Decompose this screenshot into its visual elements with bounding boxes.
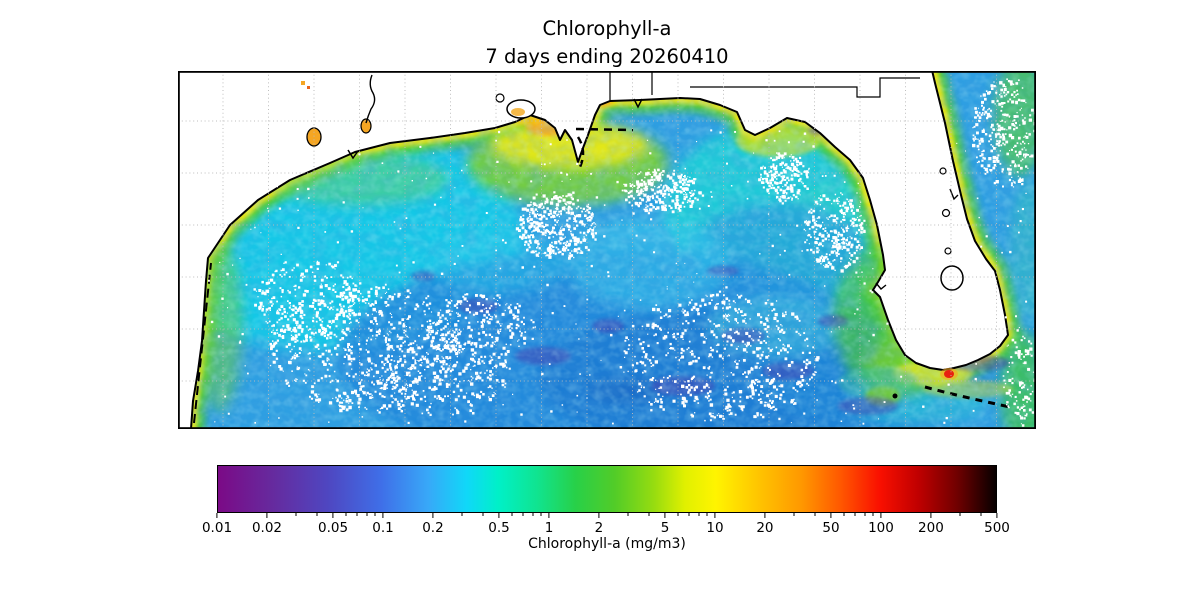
colorbar-tick [332, 513, 334, 518]
colorbar-tick [930, 513, 932, 518]
ocean-field [178, 71, 1036, 429]
colorbar-minor-tick [980, 513, 982, 516]
colorbar-minor-tick [295, 513, 297, 516]
colorbar-tick [216, 513, 218, 518]
colorbar-minor-tick [648, 513, 650, 516]
colorbar-tick [432, 513, 434, 518]
galveston-inlet [347, 149, 359, 160]
colorbar-minor-tick [316, 513, 318, 516]
colorbar-tick [498, 513, 500, 518]
colorbar-minor-tick [864, 513, 866, 516]
colorbar-minor-tick [688, 513, 690, 516]
rivers-and-borders [347, 71, 959, 290]
map-axes [178, 71, 1036, 429]
colorbar-tick-label: 500 [984, 520, 1010, 536]
colorbar-tick [880, 513, 882, 518]
colorbar-minor-tick [814, 513, 816, 516]
colorbar-minor-tick [627, 513, 629, 516]
colorbar-tick [598, 513, 600, 518]
colorbar-tick-label: 2 [594, 520, 604, 536]
colorbar-minor-tick [854, 513, 856, 516]
title-line-1: Chlorophyll-a [542, 17, 672, 40]
cloud-mask [208, 78, 1036, 427]
colorbar-tick-label: 20 [756, 520, 774, 536]
mississippi-sound-islands [575, 127, 634, 132]
colorbar-tick-label: 0.02 [251, 520, 282, 536]
colorbar-tick-label: 200 [918, 520, 944, 536]
colorbar-minor-tick [540, 513, 542, 516]
axes-frame [178, 71, 1036, 429]
colorbar-tick [548, 513, 550, 518]
colorbar-minor-tick [843, 513, 845, 516]
colorbar-tick [764, 513, 766, 518]
colorbar-minor-tick [959, 513, 961, 516]
colorbar-tick [266, 513, 268, 518]
colorbar-minor-tick [356, 513, 358, 516]
cape-canaveral-lagoon [949, 188, 959, 201]
colorbar-minor-tick [793, 513, 795, 516]
colorbar-minor-tick [482, 513, 484, 516]
colorbar-tick-label: 0.1 [372, 520, 394, 536]
figure-title: Chlorophyll-a 7 days ending 20260410 [178, 15, 1036, 71]
colorbar-minor-tick [677, 513, 679, 516]
colorbar-tick-label: 100 [868, 520, 894, 536]
colorbar-tick-label: 0.05 [317, 520, 349, 536]
colorbar-tick-label: 5 [660, 520, 670, 536]
colorbar-ticks: 0.01 0.02 0.05 0.1 0.2 0.5 1 2 5 10 20 50 100 200 500 [202, 513, 1010, 549]
lake-pontchartrain-bloom [511, 108, 525, 116]
latlon-grid [178, 71, 1036, 429]
colorbar-tick-label: 0.5 [488, 520, 510, 536]
colorbar-label: Chlorophyll-a (mg/m3) [528, 536, 686, 552]
colorbar-minor-tick [532, 513, 534, 516]
title-line-2: 7 days ending 20260410 [485, 45, 729, 68]
colorbar-gradient [217, 465, 997, 513]
state-borders [609, 71, 920, 101]
colorbar-tick-label: 10 [706, 520, 724, 536]
colorbar-minor-tick [872, 513, 874, 516]
colorbar-tick [830, 513, 832, 518]
colorbar-minor-tick [366, 513, 368, 516]
gulf-of-mexico-chlorophyll-map [178, 71, 1036, 429]
colorbar-tick-label: 0.01 [201, 520, 233, 536]
colorbar-tick-label: 50 [822, 520, 840, 536]
colorbar-minor-tick [706, 513, 708, 516]
colorbar-minor-tick [345, 513, 347, 516]
colorbar-tick [996, 513, 998, 518]
colorbar-tick [664, 513, 666, 518]
colorbar-minor-tick [698, 513, 700, 516]
colorbar-tick [714, 513, 716, 518]
mobile-bay [633, 98, 643, 109]
colorbar-minor-tick [511, 513, 513, 516]
colorbar-tick [382, 513, 384, 518]
colorbar-minor-tick [374, 513, 376, 516]
colorbar-minor-tick [522, 513, 524, 516]
colorbar-tick-label: 1 [544, 520, 554, 536]
tampa-bay [875, 282, 887, 290]
sabine-lake [360, 118, 372, 134]
florida-bay-bloom-hotspot [944, 370, 954, 378]
sabine-river [365, 74, 376, 124]
colorbar-tick-label: 0.2 [422, 520, 444, 536]
colorbar-minor-tick [461, 513, 463, 516]
chandeleur-islands [576, 136, 585, 168]
lake-okeechobee [940, 265, 964, 291]
